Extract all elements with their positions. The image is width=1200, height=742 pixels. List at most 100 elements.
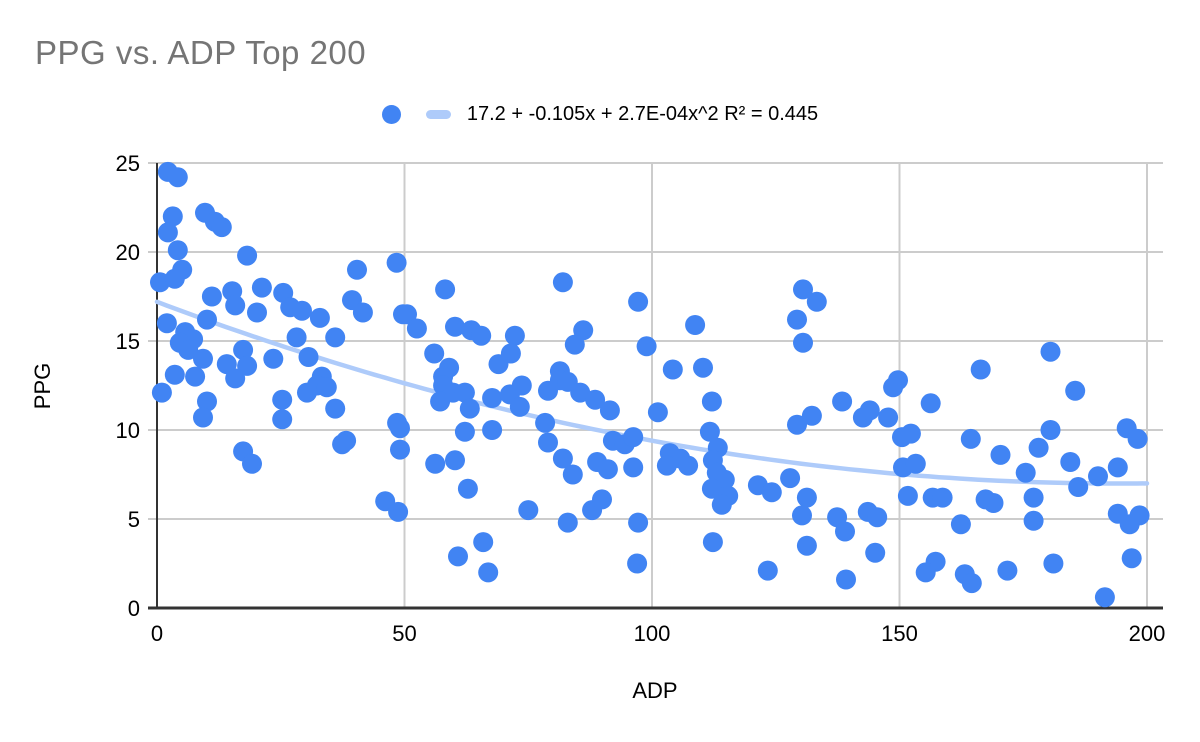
scatter-point [1088, 466, 1108, 487]
scatter-point [445, 450, 465, 471]
scatter-point [656, 455, 677, 476]
scatter-point [454, 421, 475, 442]
scatter-point [162, 206, 183, 227]
scatter-point [787, 414, 807, 435]
scatter-point [237, 245, 258, 266]
scatter-point [237, 355, 258, 376]
scatter-point [535, 412, 556, 433]
scatter-point [185, 366, 206, 387]
scatter-point [430, 391, 451, 412]
scatter-point [211, 217, 232, 238]
scatter-point [435, 279, 456, 300]
scatter-point [1015, 462, 1036, 483]
scatter-point [761, 482, 782, 503]
scatter-point [570, 382, 591, 403]
scatter-point [961, 573, 982, 594]
trendline-dash-icon [425, 109, 451, 119]
scatter-point [390, 439, 410, 460]
scatter-point [263, 348, 284, 369]
scatter-point [662, 359, 683, 380]
scatter-point [233, 339, 254, 360]
scatter-point [585, 389, 606, 410]
scatter-point [197, 391, 217, 412]
scatter-point [459, 398, 480, 419]
scatter-point [702, 532, 723, 553]
scatter-point [960, 428, 981, 449]
scatter-point [406, 318, 427, 339]
scatter-points-layer [150, 161, 1150, 608]
scatter-point [628, 291, 649, 312]
scatter-point [920, 393, 941, 414]
scatter-point [932, 487, 953, 508]
scatter-point [272, 389, 293, 410]
scatter-point [990, 444, 1011, 465]
chart-title: PPG vs. ADP Top 200 [35, 34, 367, 71]
scatter-point [164, 268, 185, 289]
scatter-point [699, 421, 720, 442]
scatter-point [1023, 487, 1044, 508]
scatter-point [557, 512, 578, 533]
x-tick-label: 150 [881, 621, 918, 646]
scatter-point [693, 357, 713, 378]
x-axis-title: ADP [632, 678, 677, 703]
scatter-point [164, 364, 185, 385]
scatter-point [599, 400, 620, 421]
scatter-point [1068, 477, 1089, 497]
scatter-point [792, 505, 812, 526]
scatter-point [796, 487, 817, 508]
scatter-point [867, 507, 888, 528]
scatter-point [511, 375, 532, 396]
scatter-point [711, 494, 732, 515]
scatter-point [397, 304, 417, 325]
scatter-point [564, 334, 585, 355]
scatter-point [685, 315, 706, 335]
y-tick-label: 0 [128, 596, 140, 621]
scatter-point [292, 300, 312, 321]
scatter-point [701, 391, 722, 412]
scatter-point [1094, 587, 1115, 608]
scatter-point [225, 368, 246, 389]
y-tick-label: 25 [116, 151, 140, 176]
scatter-point [801, 405, 822, 426]
scatter-point [1107, 457, 1128, 478]
trendline-curve [154, 299, 1150, 486]
x-tick-label: 0 [151, 621, 163, 646]
scatter-point [178, 339, 199, 360]
y-tick-label: 15 [116, 329, 140, 354]
y-tick-label: 20 [116, 240, 140, 265]
scatter-point [757, 560, 778, 581]
scatter-point [1028, 437, 1049, 458]
scatter-point [482, 388, 503, 408]
scatter-point [780, 468, 801, 489]
scatter-point [538, 432, 558, 453]
scatter-point [316, 377, 337, 398]
point-dot-icon [381, 104, 401, 124]
scatter-point [457, 478, 478, 499]
scatter-point [347, 259, 367, 280]
scatter-point [157, 222, 178, 243]
chart-legend: 17.2 + -0.105x + 2.7E-04x^2 R² = 0.445 [0, 99, 1200, 129]
scatter-point [793, 332, 813, 353]
scatter-point [390, 418, 410, 439]
scatter-point [1023, 510, 1044, 531]
scatter-point [251, 277, 272, 298]
scatter-point [865, 542, 886, 563]
scatter-point [859, 400, 880, 421]
x-tick-label: 50 [392, 621, 416, 646]
scatter-point [201, 286, 222, 307]
x-tick-label: 100 [634, 621, 671, 646]
scatter-point [242, 453, 262, 474]
scatter-point [806, 291, 827, 312]
scatter-point [678, 455, 699, 476]
scatter-point [509, 396, 530, 417]
scatter-point [286, 327, 307, 348]
scatter-point [197, 309, 217, 330]
scatter-point [623, 457, 644, 478]
scatter-point [628, 512, 649, 533]
scatter-point [883, 377, 904, 398]
scatter-point [836, 569, 856, 590]
scatter-point [193, 407, 213, 428]
scatter-point [552, 448, 573, 469]
